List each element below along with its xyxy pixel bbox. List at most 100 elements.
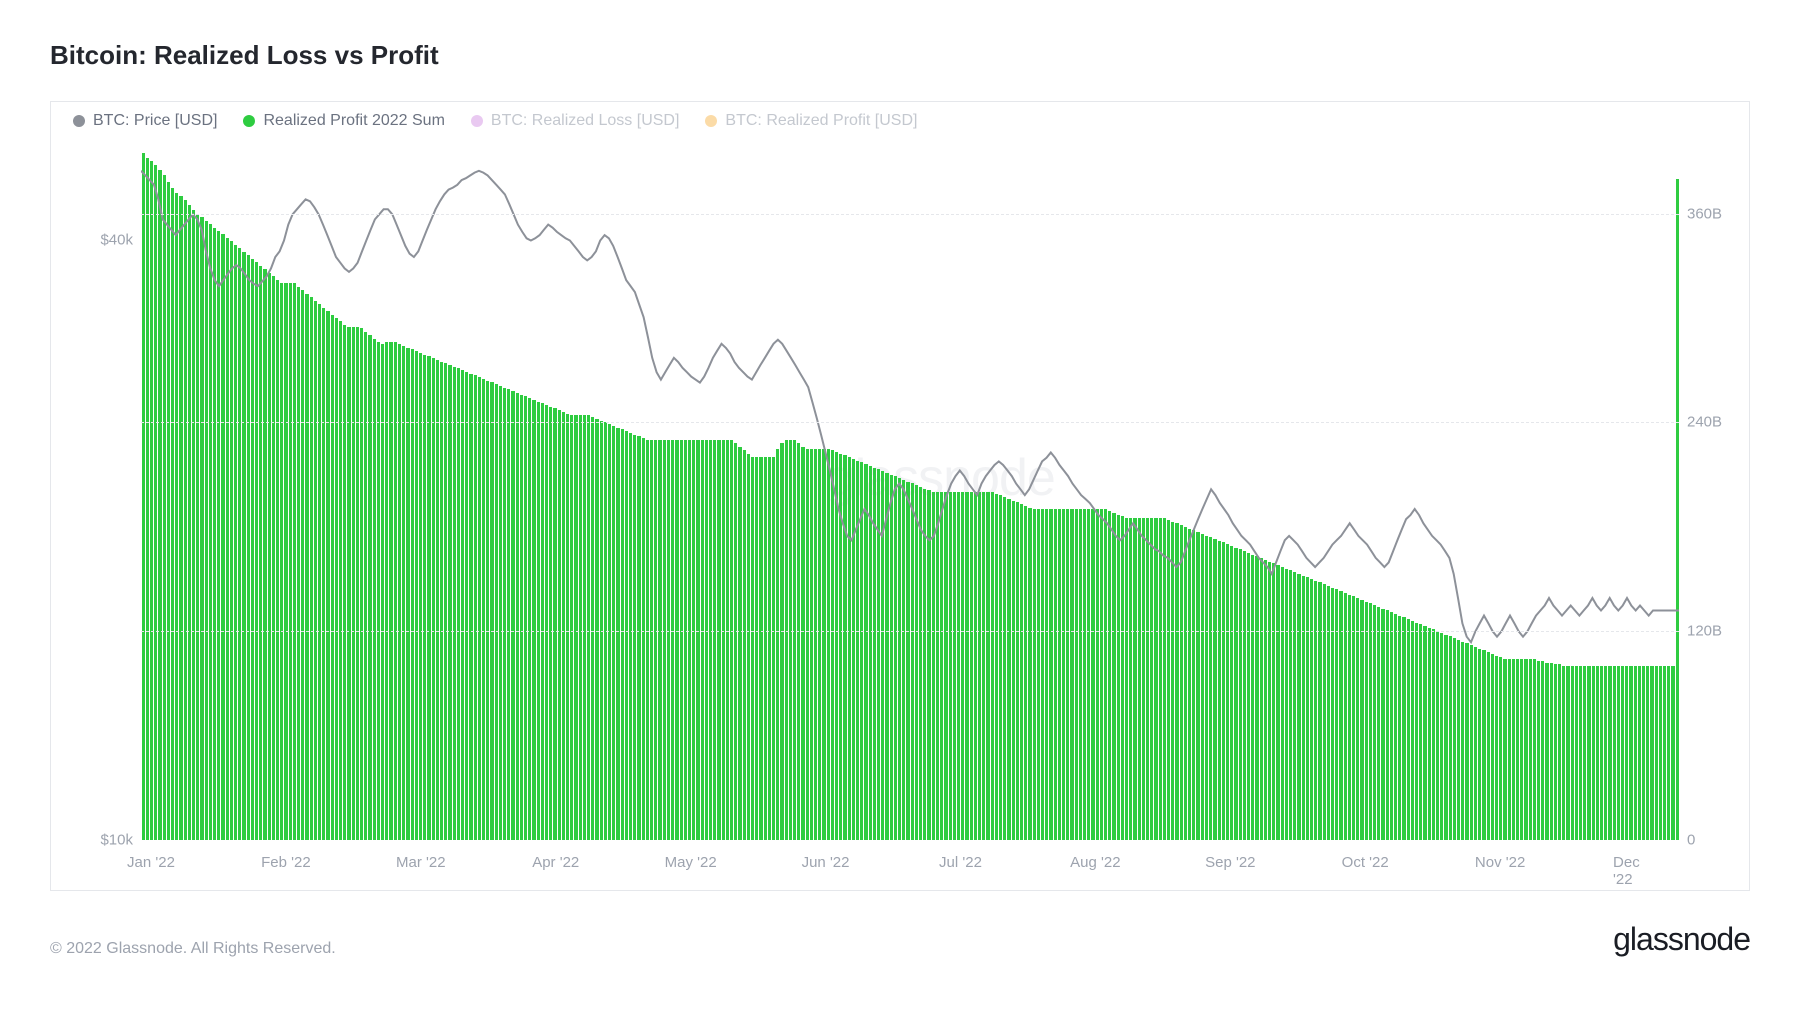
bar [301,290,304,840]
bar [293,283,296,840]
bar [831,450,834,840]
bar [419,353,422,840]
bar [1091,509,1094,840]
bar [268,273,271,840]
legend-item[interactable]: BTC: Price [USD] [73,112,217,130]
bar [852,459,855,840]
bar [1020,504,1023,840]
bar [175,193,178,840]
bar [305,294,308,840]
legend-item[interactable]: Realized Profit 2022 Sum [243,112,444,130]
bar [1037,509,1040,840]
bar [570,415,573,840]
bar [591,417,594,840]
bar [1066,509,1069,840]
bar [1566,666,1569,840]
bar [1121,516,1124,840]
bar [1512,659,1515,840]
bar [558,410,561,840]
bar [1033,509,1036,840]
bar [1423,626,1426,840]
legend-item[interactable]: BTC: Realized Profit [USD] [705,112,917,130]
bar [797,443,800,840]
bar [583,415,586,840]
bar [495,384,498,840]
bar [1495,656,1498,840]
bar [1154,518,1157,840]
bar [759,457,762,840]
bar [1646,666,1649,840]
bar [1192,530,1195,840]
x-axis-label: Aug '22 [1070,854,1120,871]
bar [1470,645,1473,840]
bar [684,440,687,840]
bar [1533,659,1536,840]
bar [427,356,430,840]
bar [658,440,661,840]
bar [347,327,350,840]
bar [1411,621,1414,840]
bar [1150,518,1153,840]
bar [1491,654,1494,840]
bar [549,407,552,840]
bar [726,440,729,840]
bar [230,241,233,840]
bar [537,402,540,840]
bar [902,480,905,840]
bar [579,415,582,840]
bar [1289,570,1292,840]
bar [251,259,254,840]
bar [1444,635,1447,840]
bar [205,221,208,840]
bar [322,308,325,840]
y-axis-left-label: $10k [53,832,133,849]
bar [1419,624,1422,840]
bar [646,440,649,840]
bar [444,363,447,840]
bar [478,377,481,840]
y-axis-right-label: 120B [1687,623,1747,640]
bar [339,321,342,840]
bar [1503,659,1506,840]
bar [772,457,775,840]
bar [1465,643,1468,840]
bar [927,490,930,840]
bar [1230,546,1233,840]
bar [448,365,451,840]
bar [1344,593,1347,840]
bar [709,440,712,840]
bar [869,466,872,840]
bar [1386,610,1389,840]
bar [890,475,893,840]
bar [978,492,981,840]
bar [965,492,968,840]
legend-item[interactable]: BTC: Realized Loss [USD] [471,112,680,130]
bar [1058,509,1061,840]
bar [331,315,334,840]
bar [486,381,489,840]
bar [398,344,401,840]
bar [503,388,506,840]
bar [209,224,212,840]
bar [587,415,590,840]
bar [898,478,901,840]
bar [705,440,708,840]
bar [1537,661,1540,840]
legend-marker [243,115,255,127]
bar [806,449,809,841]
bar [469,374,472,840]
bar [671,440,674,840]
bar [335,318,338,840]
bar [520,395,523,840]
bar [1318,582,1321,840]
bar [545,405,548,840]
bar [1663,666,1666,840]
bar [1482,650,1485,840]
x-axis-label: May '22 [665,854,717,871]
bar [1541,661,1544,840]
bar [1028,508,1031,840]
bar [1474,647,1477,840]
bar [196,214,199,840]
bar [1188,529,1191,840]
bar [465,372,468,840]
